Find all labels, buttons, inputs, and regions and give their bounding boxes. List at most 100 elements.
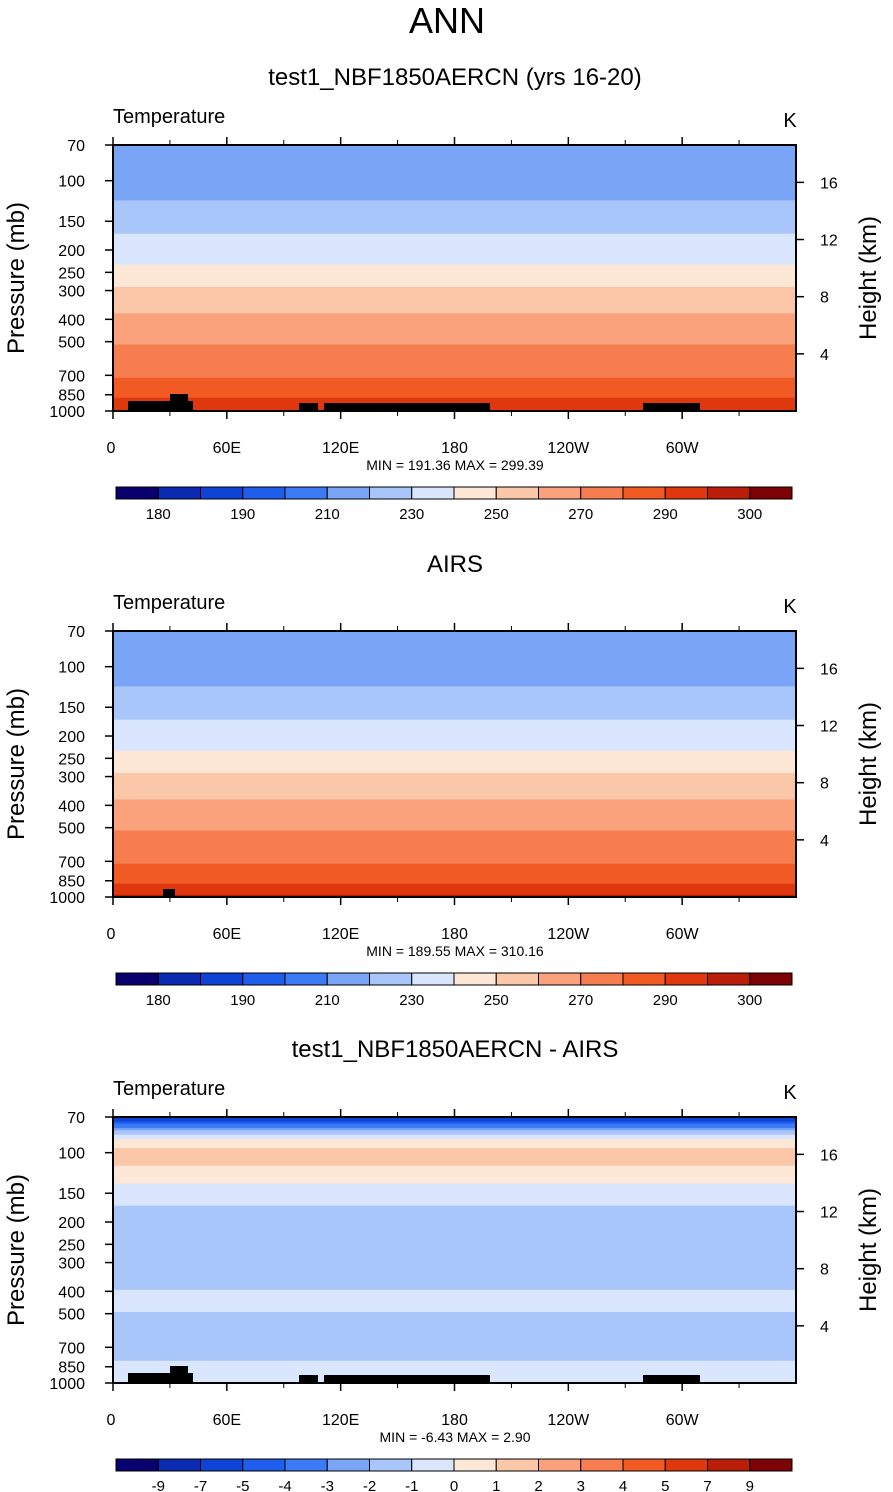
contour-band	[113, 158, 796, 162]
contour-band	[113, 393, 796, 397]
topography-block	[643, 1375, 700, 1383]
contour-band	[113, 690, 796, 694]
colorbar-box	[538, 486, 582, 500]
contour-band	[113, 1294, 796, 1298]
height-tick-label: 4	[820, 1319, 829, 1336]
contour-band	[113, 1349, 796, 1353]
contour-band	[113, 1334, 796, 1338]
contour-band	[113, 1314, 796, 1318]
contour-band	[113, 841, 796, 845]
topography-block	[128, 401, 180, 411]
pressure-tick-label: 1000	[49, 1376, 85, 1393]
contour-band	[113, 173, 796, 177]
contour-band	[113, 839, 796, 843]
contour-band	[113, 752, 796, 756]
contour-band	[113, 1363, 796, 1366]
colorbar-box	[707, 1458, 751, 1472]
contour-band	[113, 200, 796, 204]
colorbar-label: 290	[653, 506, 678, 523]
pressure-tick-label: 850	[58, 388, 85, 405]
contour-band	[113, 284, 796, 288]
height-tick-label: 12	[820, 1205, 838, 1222]
contour-band	[113, 357, 796, 361]
contour-band	[113, 269, 796, 272]
contour-band	[113, 162, 796, 166]
longitude-tick-label: 60E	[213, 926, 241, 943]
colorbar-box	[326, 486, 370, 500]
contour-band	[113, 320, 796, 323]
height-tick-label: 8	[820, 776, 829, 793]
contour-band	[113, 1303, 796, 1307]
colorbar-box	[369, 1458, 413, 1472]
contour-band	[113, 821, 796, 825]
colorbar-box	[622, 1458, 666, 1472]
contour-band	[113, 1283, 796, 1287]
longitude-tick-label: 60W	[666, 926, 700, 943]
contour-band	[113, 695, 796, 699]
contour-band	[113, 715, 796, 719]
longitude-tick-label: 60W	[666, 440, 700, 457]
contour-band	[113, 1309, 796, 1313]
contour-band	[113, 1274, 796, 1278]
contour-band	[113, 297, 796, 301]
contour-band	[113, 156, 796, 159]
longitude-tick-label: 120W	[547, 1412, 590, 1429]
contour-band	[113, 1289, 796, 1293]
contour-band	[113, 721, 796, 725]
contour-band	[113, 224, 796, 228]
contour-band	[113, 209, 796, 213]
height-tick-label: 8	[820, 1262, 829, 1279]
colorbar-label: -2	[363, 1478, 376, 1492]
topography-block	[180, 1373, 193, 1383]
contour-band	[113, 648, 796, 652]
contour-band	[113, 741, 796, 745]
contour-band	[113, 637, 796, 641]
contour-band	[113, 1265, 796, 1269]
colorbar-box	[411, 486, 455, 500]
contour-band	[113, 779, 796, 783]
contour-band	[113, 264, 796, 268]
contour-band	[113, 1358, 796, 1362]
contour-band	[113, 1356, 796, 1360]
colorbar-box	[622, 486, 666, 500]
pressure-tick-label: 300	[58, 1256, 85, 1273]
contour-band	[113, 719, 796, 723]
pressure-tick-label: 70	[67, 624, 85, 641]
height-axis-label: Height (km)	[855, 702, 882, 826]
contour-band	[113, 251, 796, 255]
contour-band	[113, 227, 796, 230]
contour-band	[113, 848, 796, 852]
contour-band	[113, 863, 796, 867]
contour-band	[113, 249, 796, 252]
colorbar-box	[664, 972, 708, 986]
colorbar-box	[495, 1458, 539, 1472]
colorbar-box	[284, 1458, 328, 1472]
contour-band	[113, 147, 796, 151]
contour-band	[113, 1128, 796, 1131]
contour-band	[113, 1196, 796, 1200]
pressure-tick-label: 700	[58, 854, 85, 871]
contour-band	[113, 1194, 796, 1198]
contour-band	[113, 1163, 796, 1167]
pressure-tick-label: 850	[58, 1360, 85, 1377]
contour-band	[113, 1176, 796, 1180]
contour-band	[113, 1154, 796, 1158]
contour-band	[113, 688, 796, 692]
pressure-tick-label: 250	[58, 265, 85, 282]
longitude-tick-label: 60W	[666, 1412, 700, 1429]
pressure-tick-label: 700	[58, 1340, 85, 1357]
colorbar-box	[580, 972, 624, 986]
min-max-stats: MIN = 191.36 MAX = 299.39	[366, 457, 544, 473]
contour-band	[113, 868, 796, 871]
colorbar-box	[157, 486, 201, 500]
contour-band	[113, 885, 796, 889]
height-tick-label: 12	[820, 719, 838, 736]
contour-band	[113, 1148, 796, 1151]
contour-band	[113, 1236, 796, 1240]
colorbar-box	[664, 486, 708, 500]
contour-band	[113, 326, 796, 330]
contour-band	[113, 724, 796, 727]
contour-band	[113, 213, 796, 217]
contour-band	[113, 160, 796, 164]
